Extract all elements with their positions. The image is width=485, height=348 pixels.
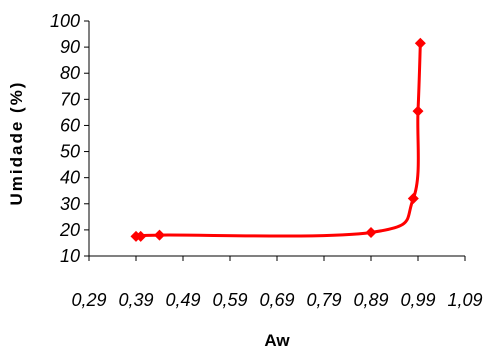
y-tick-label: 70 — [60, 89, 80, 109]
x-ticks: 0,29 0,39 0,49 0,59 0,69 0,79 0,89 0,99 1,09 — [71, 256, 483, 310]
y-tick-label: 10 — [60, 246, 80, 266]
data-point — [154, 229, 165, 241]
x-tick-label: 0,49 — [165, 290, 200, 310]
data-point — [412, 105, 424, 117]
x-tick-label: 0,29 — [71, 290, 106, 310]
y-axis-title: Umidade (%) — [7, 81, 26, 206]
y-tick-label: 90 — [60, 37, 80, 57]
y-tick-label: 40 — [60, 168, 80, 188]
y-tick-label: 80 — [60, 63, 80, 83]
y-tick-label: 60 — [60, 115, 80, 135]
y-ticks: 10 20 30 40 50 60 70 80 90 100 — [50, 11, 89, 266]
data-point — [407, 193, 419, 205]
x-tick-label: 0,79 — [306, 290, 341, 310]
y-tick-label: 100 — [50, 11, 80, 31]
x-tick-label: 0,69 — [259, 290, 294, 310]
x-tick-label: 0,89 — [353, 290, 388, 310]
series-markers — [130, 37, 426, 242]
data-point — [365, 227, 377, 238]
y-tick-label: 50 — [60, 142, 80, 162]
x-axis-title: Aw — [264, 331, 290, 348]
data-point — [135, 230, 147, 242]
y-tick-label: 30 — [60, 194, 80, 214]
series-line — [134, 41, 422, 239]
x-tick-label: 0,59 — [212, 290, 247, 310]
x-tick-label: 0,99 — [400, 290, 435, 310]
x-tick-label: 0,39 — [118, 290, 153, 310]
y-tick-label: 20 — [59, 220, 80, 240]
x-tick-label: 1,09 — [447, 290, 482, 310]
data-point — [414, 37, 426, 49]
